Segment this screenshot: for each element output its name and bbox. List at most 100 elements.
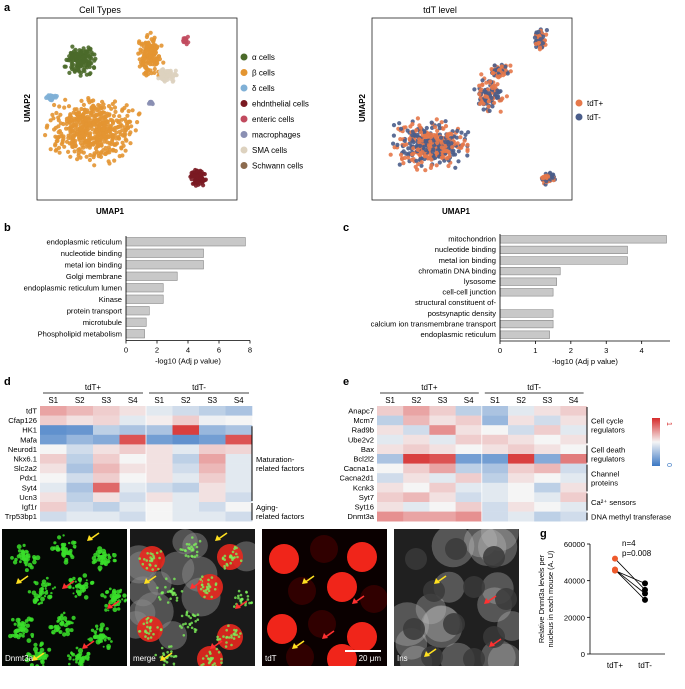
dark-nucleus <box>463 648 485 666</box>
heatmap-cell <box>560 473 587 484</box>
green-speckle <box>159 628 163 632</box>
heatmap-row-label: Kcnk3 <box>353 483 374 492</box>
umap-cell-dot <box>143 71 148 76</box>
paired-plot-g: 0 20000 40000 60000 tdT+ tdT-n=4p=0.008 Relati… <box>537 539 665 670</box>
green-speckle <box>74 595 78 598</box>
umap-cell-dot <box>56 118 61 123</box>
green-speckle <box>65 631 71 637</box>
green-speckle <box>213 588 217 591</box>
umap-cell-dot <box>114 125 119 130</box>
umap-cell-dot <box>166 73 171 78</box>
green-speckle <box>97 546 103 552</box>
umap-tdt-dot <box>450 145 455 150</box>
heatmap-cell <box>225 511 253 522</box>
green-speckle <box>98 636 101 639</box>
umap-tdt-dot <box>453 165 458 170</box>
heatmap-cell <box>560 482 587 493</box>
heatmap-cell <box>66 502 94 512</box>
heatmap-cell <box>172 425 200 436</box>
heatmap-cell <box>119 502 147 512</box>
green-speckle <box>84 584 89 589</box>
green-speckle <box>215 647 219 651</box>
umap-cell-dot <box>81 46 86 51</box>
umap-tdt-dot <box>411 146 416 151</box>
heatmap-cell <box>119 511 147 522</box>
x-tick-label: 1 <box>533 346 537 355</box>
heatmap-cell <box>199 463 226 474</box>
legend-marker <box>240 53 248 61</box>
heatmap-column-label: S1 <box>154 396 164 405</box>
dark-nucleus <box>403 618 425 640</box>
umap-cell-dot <box>94 149 99 154</box>
green-speckle <box>57 535 62 540</box>
green-speckle <box>107 636 110 640</box>
green-speckle <box>114 593 117 596</box>
umap-tdt-dot <box>492 63 497 68</box>
heatmap-cell <box>119 434 147 445</box>
umap-tdt-dot <box>455 141 460 146</box>
umap-tdt-dot <box>544 179 549 184</box>
green-speckle <box>85 579 88 582</box>
umap-tdt-dot <box>495 74 500 79</box>
green-speckle <box>207 578 210 582</box>
umap-cell-dot <box>120 108 125 113</box>
heatmap-row-label: Mafa <box>20 435 38 444</box>
umap-tdt-dot <box>459 130 464 135</box>
umap-cell-frame <box>36 17 238 201</box>
heatmap-cell <box>403 473 430 484</box>
arrow-head <box>489 641 495 647</box>
heatmap-cell <box>481 492 509 503</box>
umap-tdt-dot <box>483 94 488 99</box>
bar-category-label: nucleotide binding <box>61 249 122 258</box>
green-speckle <box>61 542 65 546</box>
arrow-head <box>107 603 113 609</box>
umap-tdt-dot <box>500 96 505 101</box>
heatmap-cell <box>40 415 67 426</box>
heatmap-cell <box>225 492 253 503</box>
x-tick-label: 6 <box>217 346 221 355</box>
umap-tdt-dot <box>488 79 493 84</box>
cell-body <box>487 643 519 666</box>
green-speckle <box>162 663 166 666</box>
green-speckle <box>154 653 157 657</box>
umap-cell-dot <box>44 125 49 130</box>
umap-cell-dot <box>87 62 92 67</box>
umap-tdt-dot <box>414 128 419 133</box>
panel-letter-g: g <box>540 528 547 540</box>
green-speckle <box>110 640 113 643</box>
green-speckle <box>16 544 22 550</box>
cell-body <box>481 529 519 551</box>
umap-cell-dot <box>149 37 154 42</box>
umap-cell-dot <box>67 117 72 122</box>
umap-tdt-dot <box>411 151 416 156</box>
green-speckle <box>45 576 49 580</box>
heatmap-cell <box>455 482 483 493</box>
green-speckle <box>142 622 146 626</box>
umap-cell-dot <box>74 51 79 56</box>
green-speckle <box>82 587 87 592</box>
umap-cell-dot <box>86 126 91 131</box>
green-speckle <box>164 585 167 589</box>
green-speckle <box>211 663 215 666</box>
green-speckle <box>86 657 90 661</box>
green-speckle <box>105 627 109 631</box>
green-speckle <box>22 543 26 547</box>
heatmap-cell <box>508 415 535 426</box>
heatmap-row-label: Slc2a2 <box>14 464 37 473</box>
row-group-label: Ca²⁺ sensors <box>591 498 636 507</box>
green-speckle <box>10 556 14 560</box>
heatmap-row-label: Ucn3 <box>19 493 37 502</box>
umap-tdt-dot <box>446 149 451 154</box>
umap-tdt-dot <box>422 129 427 134</box>
umap-cell-dot <box>69 142 75 147</box>
green-speckle <box>20 550 26 556</box>
umap-tdt-dot <box>434 163 439 168</box>
tdt-neg-point <box>642 596 648 603</box>
umap-cell-dot <box>109 139 115 144</box>
umap-cell-dot <box>70 44 75 49</box>
green-speckle <box>157 567 160 571</box>
umap-cell-dot <box>114 141 120 146</box>
pair-line <box>614 569 646 601</box>
umap-tdt-dot <box>397 121 402 126</box>
umap-cell-dot <box>198 176 203 181</box>
